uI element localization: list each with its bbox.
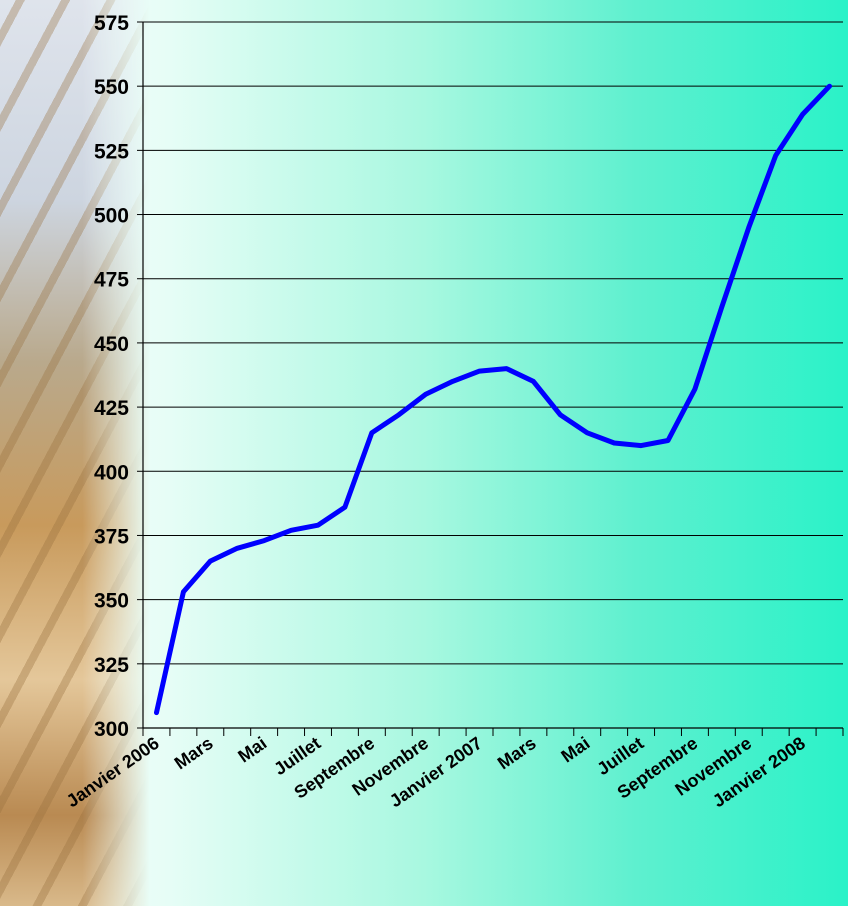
x-tick-label: Mai <box>557 733 593 767</box>
data-point <box>611 440 617 446</box>
data-point <box>181 589 186 595</box>
data-point <box>154 710 159 715</box>
y-tick-label: 550 <box>94 76 129 99</box>
series-layer <box>154 83 832 716</box>
data-point <box>288 528 294 533</box>
y-tick-label: 325 <box>94 654 129 677</box>
data-point <box>692 386 698 392</box>
data-point <box>746 225 751 230</box>
x-tick-label: Mai <box>234 733 270 767</box>
grain-photo <box>0 0 150 906</box>
y-axis-ticks: 300 325 350 375 400 425 450 475 500 525 550 575 <box>94 12 143 741</box>
y-tick-label: 375 <box>94 525 129 548</box>
data-point <box>585 430 590 435</box>
axes <box>142 22 843 729</box>
x-tick-label: Mars <box>494 733 540 773</box>
y-tick-label: 500 <box>94 205 129 228</box>
data-point <box>342 505 348 510</box>
y-tick-label: 575 <box>94 12 129 35</box>
y-tick-label: 475 <box>94 269 129 292</box>
data-point <box>423 392 428 397</box>
y-tick-label: 425 <box>94 397 129 420</box>
y-tick-label: 300 <box>94 718 129 741</box>
x-tick-label: Janvier 2007 <box>386 733 486 811</box>
data-point <box>558 412 563 417</box>
data-point <box>235 546 240 551</box>
x-tick-label: Janvier 2008 <box>709 733 809 811</box>
data-point <box>665 438 671 443</box>
x-tick-label: Janvier 2006 <box>63 733 163 811</box>
y-tick-label: 450 <box>94 333 129 356</box>
data-point <box>450 379 455 384</box>
data-point <box>396 412 401 417</box>
data-point <box>261 538 267 543</box>
data-point <box>531 379 536 384</box>
data-point <box>504 366 509 371</box>
x-tick-label: Mars <box>171 733 217 773</box>
data-point <box>208 558 213 564</box>
data-point <box>773 153 778 158</box>
gridlines <box>143 21 843 665</box>
data-point <box>315 522 321 528</box>
x-axis-ticks: Janvier 2006 Mars Mai JuilletSeptembreNovem… <box>63 728 844 811</box>
data-point <box>369 430 375 435</box>
data-point <box>719 304 725 310</box>
data-point <box>827 83 832 89</box>
series-line <box>154 83 832 716</box>
data-point <box>477 368 482 374</box>
y-tick-label: 350 <box>94 590 129 613</box>
y-tick-label: 400 <box>94 461 129 484</box>
data-point <box>800 112 805 117</box>
y-tick-label: 525 <box>94 140 129 163</box>
data-point <box>638 443 644 448</box>
